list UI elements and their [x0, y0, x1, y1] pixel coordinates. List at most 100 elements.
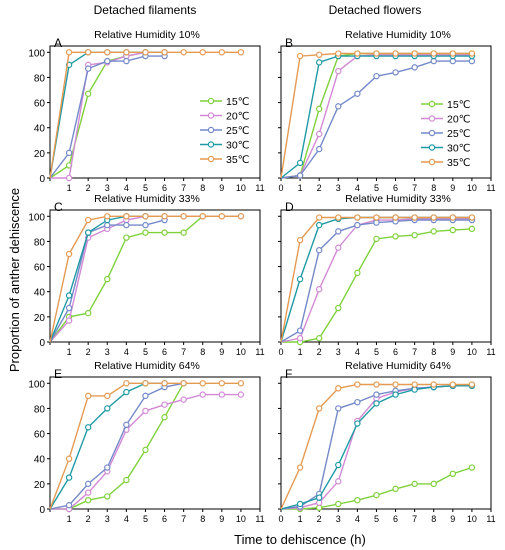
data-point — [104, 392, 111, 400]
data-point — [84, 65, 92, 72]
data-point — [354, 221, 361, 229]
x-tick-label: 2 — [317, 514, 322, 524]
x-tick-label: 6 — [162, 514, 167, 524]
x-tick-label: 9 — [219, 347, 224, 357]
data-point — [335, 67, 342, 75]
panel-f: 0 1 2 3 4 5 6 7 8 9 10 11 F Relative Humidity 64% — [278, 360, 496, 524]
x-tick-label: 6 — [393, 347, 398, 357]
data-point — [392, 50, 399, 57]
data-point — [354, 381, 361, 388]
x-tick-label: 8 — [200, 514, 205, 524]
data-point — [142, 221, 149, 229]
data-point — [84, 229, 92, 236]
data-point — [335, 103, 342, 110]
data-point — [180, 396, 187, 403]
data-point — [199, 49, 206, 56]
panel-title: Relative Humidity 10% — [345, 29, 451, 41]
data-point — [199, 380, 206, 387]
data-point — [315, 145, 323, 153]
series-35℃ — [280, 214, 476, 343]
panel-title: Relative Humidity 33% — [345, 193, 451, 205]
legend-marker — [207, 141, 215, 148]
x-tick-label: 1 — [298, 514, 303, 524]
panel-title: Relative Humidity 64% — [94, 360, 200, 372]
x-tick-label: 8 — [200, 183, 205, 193]
x-tick-label: 7 — [412, 347, 417, 357]
y-tick-label: 20 — [34, 480, 46, 491]
data-point — [468, 225, 476, 233]
data-point — [468, 381, 476, 388]
y-tick-label: 100 — [28, 48, 45, 59]
data-point — [354, 420, 361, 427]
data-point — [161, 380, 168, 387]
x-tick-label: 11 — [255, 347, 264, 357]
x-axis-label: Time to dehiscence (h) — [234, 532, 366, 547]
panel-title: Relative Humidity 33% — [94, 193, 200, 205]
panel-title: Relative Humidity 64% — [345, 360, 451, 372]
panel-a: 0 20 40 60 80 100 1 2 3 4 5 6 7 8 9 10 11 A Relative Humid… — [28, 29, 264, 193]
data-point — [392, 381, 399, 388]
data-point — [199, 391, 206, 398]
series-line — [281, 228, 472, 343]
data-point — [315, 286, 323, 293]
x-tick-label: 11 — [486, 347, 495, 357]
data-point — [468, 50, 476, 57]
data-point — [142, 380, 149, 387]
y-tick-label: 100 — [28, 212, 45, 223]
data-point — [84, 424, 92, 431]
legend-label: 35℃ — [226, 154, 249, 166]
plot-frame — [49, 45, 261, 179]
legend-label: 25℃ — [447, 128, 470, 140]
x-tick-label: 3 — [105, 183, 110, 193]
x-tick-label: 11 — [255, 514, 264, 524]
data-point — [104, 493, 111, 500]
data-point — [392, 233, 399, 240]
series-30℃ — [280, 214, 476, 343]
y-tick-label: 60 — [34, 263, 46, 274]
legend-marker — [207, 126, 215, 134]
series-35℃ — [49, 213, 245, 343]
data-point — [315, 335, 323, 342]
data-point — [65, 304, 73, 312]
x-tick-label: 2 — [86, 514, 91, 524]
series-line — [50, 51, 165, 179]
x-tick-label: 5 — [143, 347, 148, 357]
data-point — [161, 229, 168, 236]
x-tick-label: 6 — [393, 183, 398, 193]
legend-marker — [428, 115, 436, 122]
x-tick-label: 10 — [467, 514, 477, 524]
data-point — [123, 49, 130, 56]
legend-marker — [428, 100, 436, 108]
panel-letter: E — [54, 367, 62, 381]
x-tick-label: 0 — [278, 183, 283, 193]
legend-label: 15℃ — [226, 96, 249, 108]
series-15℃ — [49, 213, 206, 343]
panel-c: 0 20 40 60 80 100 1 2 3 4 5 6 7 8 9 10 11 C Relative Humid… — [28, 193, 264, 357]
series-35℃ — [280, 50, 476, 179]
data-point — [335, 478, 342, 485]
data-point — [468, 57, 476, 65]
data-point — [468, 464, 476, 471]
data-point — [335, 228, 342, 235]
x-tick-label: 10 — [467, 347, 477, 357]
data-point — [65, 292, 73, 299]
y-tick-label: 40 — [34, 455, 46, 466]
data-point — [65, 317, 73, 324]
x-tick-label: 7 — [412, 514, 417, 524]
x-tick-label: 0 — [278, 514, 283, 524]
x-tick-label: 5 — [374, 183, 379, 193]
data-point — [315, 59, 323, 66]
data-point — [411, 231, 418, 239]
x-tick-label: 2 — [317, 347, 322, 357]
data-point — [123, 234, 130, 241]
data-point — [373, 381, 380, 388]
y-tick-label: 40 — [34, 288, 46, 299]
series-30℃ — [49, 380, 168, 510]
series-line — [49, 382, 241, 510]
data-point — [180, 229, 187, 236]
legend-marker — [207, 112, 215, 119]
data-point — [218, 213, 226, 220]
x-tick-label: 9 — [450, 347, 455, 357]
x-tick-label: 0 — [278, 347, 283, 357]
legend-label: 30℃ — [226, 140, 249, 152]
